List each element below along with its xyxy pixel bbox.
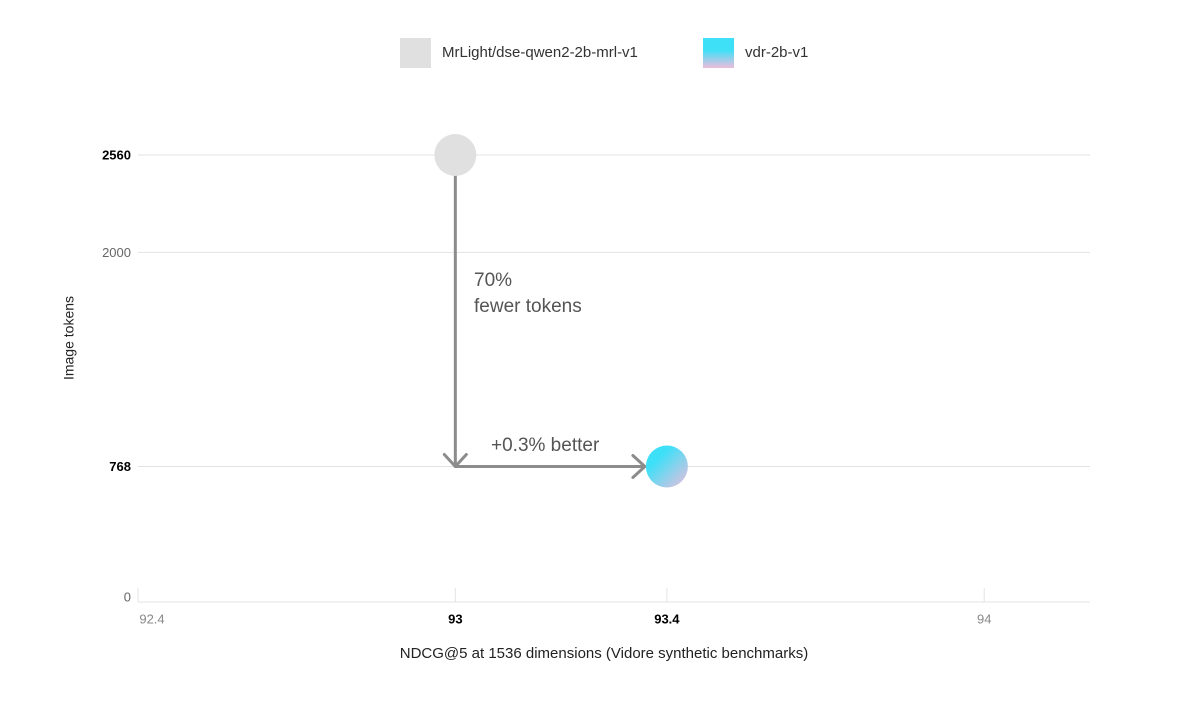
- x-tick-label: 92.4: [139, 611, 164, 626]
- data-point: [645, 445, 688, 488]
- y-tick-label: 768: [109, 459, 131, 474]
- y-tick-label: 2560: [102, 147, 131, 162]
- y-tick-label: 0: [124, 589, 131, 604]
- x-tick-label: 93.4: [654, 611, 680, 626]
- y-tick-label: 2000: [102, 245, 131, 260]
- annotation: fewer tokens: [474, 296, 582, 317]
- y-axis-label: Image tokens: [61, 296, 77, 380]
- data-point: [434, 134, 477, 176]
- arrow: [453, 454, 647, 479]
- x-axis-label: NDCG@5 at 1536 dimensions (Vidore synthe…: [400, 645, 808, 662]
- legend-swatch: [703, 38, 734, 68]
- arrow: [442, 153, 468, 468]
- x-tick-label: 93: [448, 611, 462, 626]
- legend-label: vdr-2b-v1: [745, 44, 808, 61]
- legend-swatch: [400, 38, 431, 68]
- annotation: 70%: [474, 270, 512, 291]
- annotation: +0.3% better: [491, 435, 600, 456]
- x-tick-label: 94: [977, 611, 991, 626]
- legend-label: MrLight/dse-qwen2-2b-mrl-v1: [442, 44, 638, 61]
